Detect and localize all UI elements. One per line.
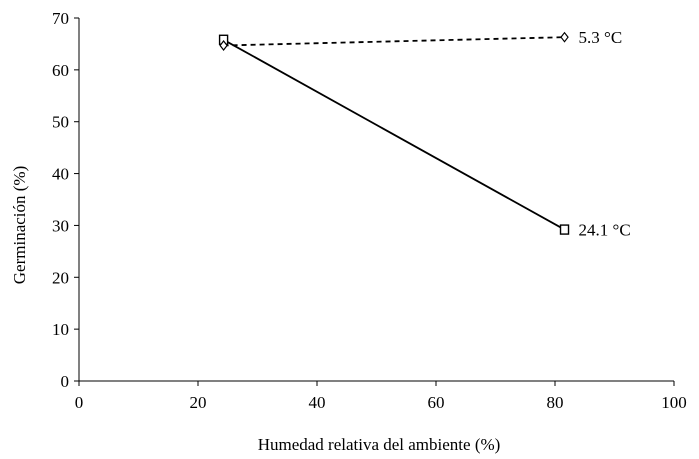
y-tick-label: 10 <box>52 320 69 339</box>
data-point-diamond <box>219 40 228 51</box>
y-tick-label: 50 <box>52 113 69 132</box>
series-end-label: 24.1 °C <box>579 221 631 240</box>
series-line <box>223 36 565 47</box>
x-tick-label: 40 <box>309 393 326 412</box>
y-tick-label: 40 <box>52 165 69 184</box>
y-tick-label: 30 <box>52 216 69 235</box>
series-line <box>223 38 565 231</box>
y-tick-label: 0 <box>61 372 70 391</box>
y-axis: 0 10 20 30 40 50 60 70 <box>52 9 80 391</box>
series-solid: 24.1 °C <box>218 34 631 240</box>
y-tick-label: 20 <box>52 268 69 287</box>
data-point-square <box>559 224 570 235</box>
x-tick-label: 0 <box>75 393 84 412</box>
x-tick-label: 80 <box>547 393 564 412</box>
x-tick-label: 100 <box>661 393 687 412</box>
series-end-label: 5.3 °C <box>579 28 623 47</box>
y-tick-label: 70 <box>52 9 69 28</box>
x-axis-label: Humedad relativa del ambiente (%) <box>258 435 501 454</box>
series-dashed: 5.3 °C <box>219 28 623 51</box>
y-axis-label: Germinación (%) <box>10 166 29 284</box>
series-layer: 24.1 °C 5.3 °C <box>218 28 631 240</box>
data-point-diamond <box>560 31 569 43</box>
x-tick-label: 60 <box>428 393 445 412</box>
y-tick-label: 60 <box>52 61 69 80</box>
x-axis: 0 20 40 60 80 100 <box>75 380 687 412</box>
x-tick-label: 20 <box>190 393 207 412</box>
